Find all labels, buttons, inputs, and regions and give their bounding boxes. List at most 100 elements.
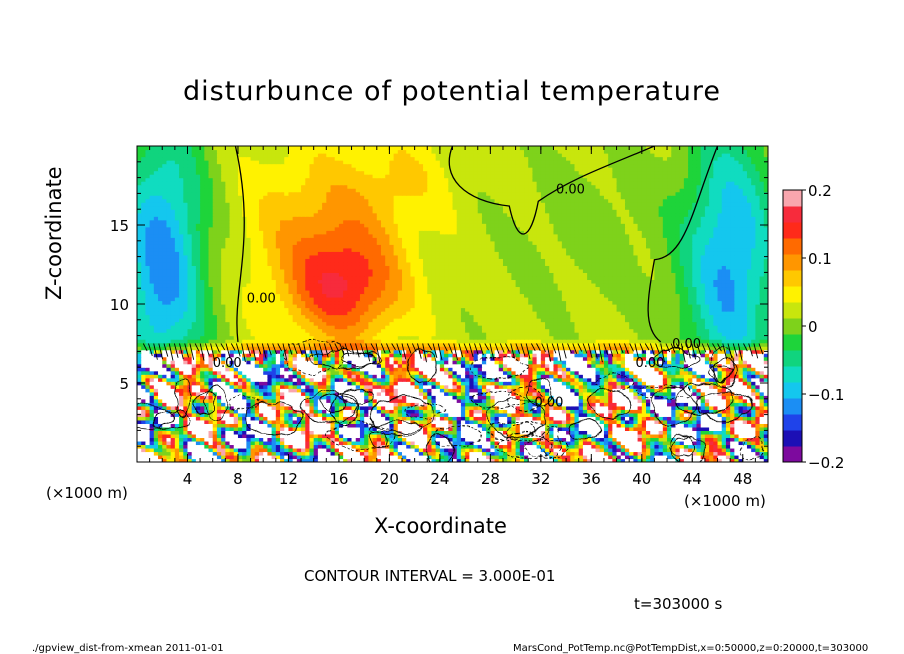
heatmap-cell xyxy=(267,412,273,417)
heatmap-cell xyxy=(763,356,768,361)
heatmap-cell xyxy=(326,402,332,407)
heatmap-cell xyxy=(200,398,205,403)
heatmap-cell xyxy=(242,419,247,424)
heatmap-cell xyxy=(570,381,576,386)
heatmap-cell xyxy=(683,370,689,375)
heatmap-cell xyxy=(751,430,756,435)
heatmap-cell xyxy=(532,356,538,361)
heatmap-cell xyxy=(549,374,555,379)
heatmap-cell xyxy=(153,451,159,456)
heatmap-cell xyxy=(322,384,327,389)
heatmap-cell xyxy=(402,426,407,431)
heatmap-cell xyxy=(688,356,693,361)
heatmap-cell xyxy=(418,402,424,407)
heatmap-cell xyxy=(448,423,454,428)
heatmap-cell xyxy=(746,416,752,421)
heatmap-cell xyxy=(490,451,496,456)
heatmap-cell xyxy=(692,423,698,428)
heatmap-cell xyxy=(595,384,601,389)
heatmap-cell xyxy=(658,395,664,400)
heatmap-cell xyxy=(212,405,218,410)
heatmap-cell xyxy=(284,447,290,453)
heatmap-cell xyxy=(162,458,168,462)
heatmap-cell xyxy=(587,458,592,462)
heatmap-cell xyxy=(532,444,538,449)
heatmap-cell xyxy=(511,391,517,396)
heatmap-cell xyxy=(738,388,744,393)
heatmap-cell xyxy=(641,374,647,379)
heatmap-cell xyxy=(296,353,302,358)
heatmap-cell xyxy=(187,360,193,365)
heatmap-cell xyxy=(696,388,702,393)
heatmap-cell xyxy=(275,391,281,396)
heatmap-cell xyxy=(153,363,159,368)
heatmap-cell xyxy=(498,374,504,379)
heatmap-cell xyxy=(284,458,290,462)
heatmap-cell xyxy=(624,363,630,368)
heatmap-cell xyxy=(288,367,294,372)
heatmap-cell xyxy=(599,349,605,354)
heatmap-cell xyxy=(624,374,630,379)
heatmap-cell xyxy=(284,426,290,431)
heatmap-cell xyxy=(755,353,761,358)
heatmap-cell xyxy=(704,395,710,400)
heatmap-cell xyxy=(557,363,563,368)
heatmap-cell xyxy=(532,353,538,358)
heatmap-cell xyxy=(452,419,458,424)
heatmap-cell xyxy=(183,405,189,410)
heatmap-cell xyxy=(700,356,706,361)
heatmap-cell xyxy=(343,412,348,417)
heatmap-cell xyxy=(452,381,458,386)
heatmap-cell xyxy=(751,440,756,446)
heatmap-cell xyxy=(137,367,142,372)
heatmap-cell xyxy=(280,426,285,431)
heatmap-cell xyxy=(700,349,706,354)
heatmap-cell xyxy=(679,388,685,393)
heatmap-cell xyxy=(137,409,142,414)
heatmap-cell xyxy=(524,419,529,424)
heatmap-cell xyxy=(549,381,555,386)
heatmap-cell xyxy=(603,416,609,421)
heatmap-cell xyxy=(376,416,382,421)
heatmap-cell xyxy=(216,454,222,460)
heatmap-cell xyxy=(692,349,698,354)
heatmap-cell xyxy=(195,447,201,453)
heatmap-cell xyxy=(717,353,723,358)
heatmap-cell xyxy=(280,363,285,368)
heatmap-cell xyxy=(313,367,319,372)
heatmap-cell xyxy=(692,395,698,400)
heatmap-cell xyxy=(296,349,302,354)
heatmap-cell xyxy=(309,426,315,431)
heatmap-cell xyxy=(431,381,437,386)
heatmap-cell xyxy=(376,447,382,453)
heatmap-cell xyxy=(246,353,252,358)
heatmap-cell xyxy=(372,353,378,358)
heatmap-cell xyxy=(545,412,550,417)
heatmap-cell xyxy=(166,412,172,417)
heatmap-cell xyxy=(734,440,740,446)
heatmap-cell xyxy=(166,398,172,403)
heatmap-cell xyxy=(456,447,462,453)
heatmap-cell xyxy=(402,370,407,375)
heatmap-cell xyxy=(292,374,298,379)
heatmap-cell xyxy=(763,430,768,435)
heatmap-cell xyxy=(725,451,731,456)
heatmap-cell xyxy=(364,384,369,389)
heatmap-cell xyxy=(725,360,731,365)
heatmap-cell xyxy=(305,381,311,386)
heatmap-cell xyxy=(469,423,475,428)
heatmap-cell xyxy=(456,426,462,431)
heatmap-cell xyxy=(578,440,584,446)
heatmap-cell xyxy=(280,395,285,400)
heatmap-cell xyxy=(456,430,462,435)
heatmap-cell xyxy=(591,416,597,421)
heatmap-cell xyxy=(557,444,563,449)
heatmap-cell xyxy=(633,353,639,358)
heatmap-cell xyxy=(465,433,470,439)
heatmap-cell xyxy=(515,458,521,462)
heatmap-cell xyxy=(418,430,424,435)
heatmap-cell xyxy=(721,416,727,421)
heatmap-cell xyxy=(713,398,719,403)
heatmap-cell xyxy=(237,402,243,407)
heatmap-cell xyxy=(326,377,332,382)
